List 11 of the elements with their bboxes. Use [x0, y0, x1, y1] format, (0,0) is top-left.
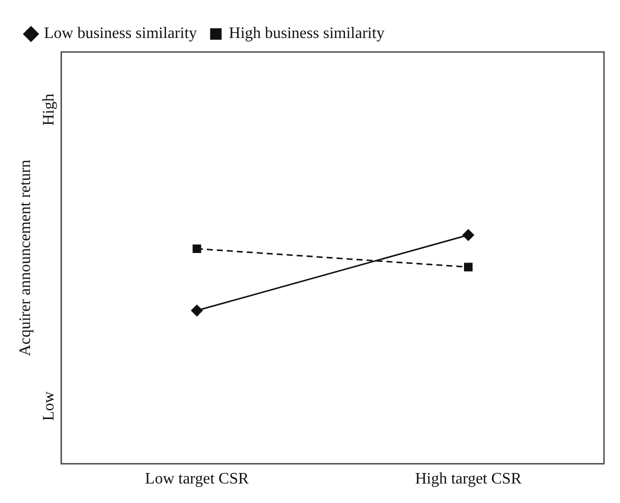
point: [191, 304, 203, 316]
x-tick-label: Low target CSR: [145, 470, 250, 488]
legend-label: Low business similarity: [44, 25, 197, 42]
legend-label: High business similarity: [228, 25, 384, 42]
y-axis-title: Acquirer announcement return: [16, 160, 34, 356]
x-tick-label: High target CSR: [415, 470, 522, 488]
point: [192, 244, 202, 254]
point: [464, 262, 473, 272]
text: Low: [40, 391, 58, 421]
point: [462, 229, 474, 241]
text: High: [40, 94, 58, 126]
